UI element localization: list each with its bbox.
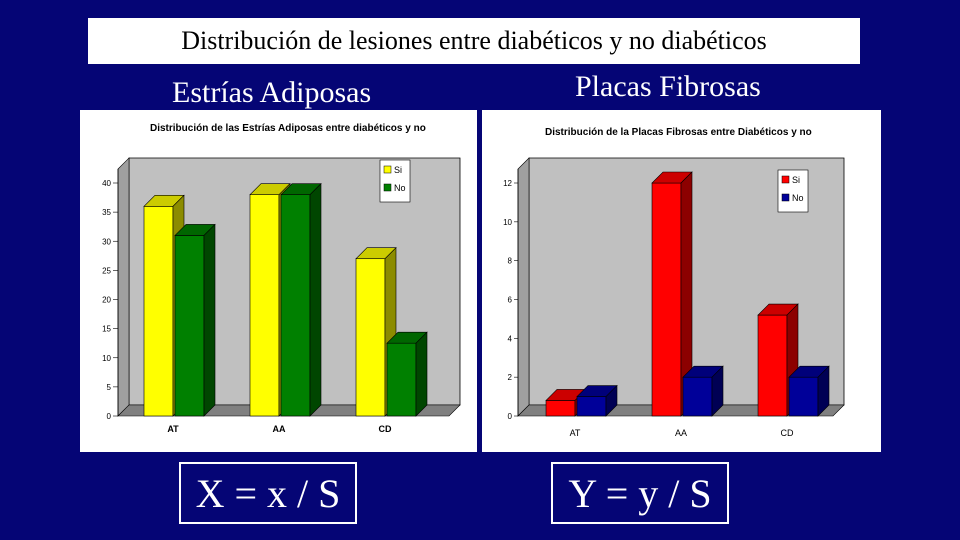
- bar-CD-Si: [355, 258, 386, 417]
- legend-label-No: No: [394, 183, 406, 193]
- bar-AT-Si: [545, 400, 576, 417]
- left-chart: Distribución de las Estrías Adiposas ent…: [102, 123, 461, 434]
- y-tick-label: 0: [508, 412, 513, 421]
- x-tick-label: AA: [675, 428, 687, 438]
- plot-side-wall: [517, 157, 530, 417]
- bar-side-AT-No: [203, 223, 216, 417]
- bar-AA-Si: [651, 182, 682, 417]
- y-tick-label: 30: [102, 237, 111, 246]
- bar-AT-No: [576, 396, 607, 417]
- y-tick-label: 2: [508, 373, 513, 382]
- y-tick-label: 15: [102, 325, 111, 334]
- bar-CD-No: [386, 342, 417, 417]
- x-tick-label: AA: [273, 424, 286, 434]
- x-tick-label: AT: [167, 424, 179, 434]
- y-tick-label: 4: [508, 334, 513, 343]
- bar-side-CD-No: [415, 331, 428, 417]
- legend-label-No: No: [792, 193, 804, 203]
- bar-CD-Si: [757, 314, 788, 417]
- left-chart-panel: Distribución de las Estrías Adiposas ent…: [80, 110, 477, 452]
- chart-title: Distribución de las Estrías Adiposas ent…: [150, 123, 426, 134]
- legend-label-Si: Si: [792, 175, 800, 185]
- bar-side-AA-No: [711, 365, 724, 417]
- bar-CD-No: [788, 376, 819, 417]
- y-tick-label: 6: [508, 296, 513, 305]
- legend-swatch-No: [383, 183, 392, 192]
- chart-title: Distribución de la Placas Fibrosas entre…: [545, 127, 812, 138]
- left-heading: Estrías Adiposas: [172, 76, 372, 109]
- plot-side-wall: [117, 157, 130, 417]
- y-tick-label: 8: [508, 257, 513, 266]
- bar-AT-Si: [143, 206, 174, 417]
- bar-AA-No: [280, 194, 311, 417]
- bar-side-AT-No: [605, 384, 618, 417]
- right-chart-panel: Distribución de la Placas Fibrosas entre…: [482, 110, 881, 452]
- x-tick-label: AT: [570, 428, 581, 438]
- legend-label-Si: Si: [394, 165, 402, 175]
- bar-AA-Si: [249, 194, 280, 417]
- bar-AT-No: [174, 235, 205, 417]
- bar-AA-No: [682, 376, 713, 417]
- right-heading: Placas Fibrosas: [575, 70, 761, 103]
- slide-title: Distribución de lesiones entre diabético…: [88, 18, 860, 64]
- left-formula: X = x / S: [179, 462, 357, 524]
- y-tick-label: 5: [107, 383, 112, 392]
- y-tick-label: 25: [102, 266, 111, 275]
- bar-side-AA-No: [309, 182, 322, 417]
- y-tick-label: 12: [503, 179, 512, 188]
- y-tick-label: 35: [102, 208, 111, 217]
- legend-swatch-Si: [383, 165, 392, 174]
- y-tick-label: 0: [107, 412, 112, 421]
- y-tick-label: 10: [503, 218, 512, 227]
- y-tick-label: 20: [102, 296, 111, 305]
- legend-swatch-Si: [781, 175, 790, 184]
- right-formula: Y = y / S: [551, 462, 729, 524]
- right-chart: Distribución de la Placas Fibrosas entre…: [503, 127, 845, 438]
- x-tick-label: CD: [781, 428, 794, 438]
- y-tick-label: 40: [102, 179, 111, 188]
- x-tick-label: CD: [379, 424, 392, 434]
- bar-side-CD-No: [817, 365, 830, 417]
- y-tick-label: 10: [102, 354, 111, 363]
- legend-swatch-No: [781, 193, 790, 202]
